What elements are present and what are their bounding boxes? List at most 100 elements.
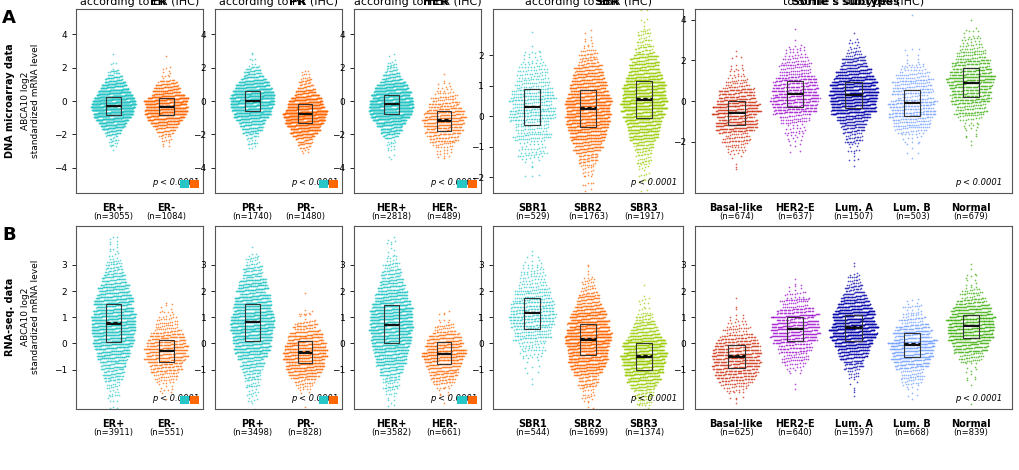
Point xyxy=(862,311,878,318)
Point xyxy=(560,339,577,347)
Point xyxy=(855,321,871,329)
Point xyxy=(380,341,396,349)
Point xyxy=(239,328,256,336)
Point xyxy=(233,87,250,94)
Point xyxy=(849,321,865,329)
Point xyxy=(848,321,864,329)
Point xyxy=(380,309,396,316)
Point xyxy=(386,105,403,112)
Point xyxy=(96,96,112,104)
Point xyxy=(432,325,448,333)
Point xyxy=(949,84,965,91)
Point xyxy=(294,319,311,327)
Point xyxy=(235,118,252,126)
Point xyxy=(387,63,404,70)
Point xyxy=(908,321,924,329)
Point xyxy=(715,139,732,146)
Point xyxy=(381,77,397,85)
Point xyxy=(723,331,740,339)
Point xyxy=(740,350,756,358)
Point xyxy=(746,333,762,341)
Point xyxy=(589,102,605,109)
Point xyxy=(520,95,536,103)
Point xyxy=(386,105,403,112)
Point xyxy=(297,93,313,100)
Point xyxy=(964,299,980,306)
Point xyxy=(391,265,408,273)
Point xyxy=(262,101,278,108)
Point xyxy=(841,128,857,135)
Point xyxy=(955,319,971,327)
Point xyxy=(248,347,264,355)
Point xyxy=(373,94,389,101)
Point xyxy=(598,91,614,98)
Point xyxy=(297,347,313,355)
Point xyxy=(390,108,407,115)
Point xyxy=(833,123,849,130)
Point xyxy=(104,299,120,307)
Point xyxy=(127,101,144,108)
Point xyxy=(623,117,639,124)
Point xyxy=(779,96,795,104)
Point xyxy=(444,323,461,331)
Point xyxy=(239,361,256,368)
Point xyxy=(150,364,166,371)
Point xyxy=(298,118,314,125)
Point xyxy=(393,327,410,335)
Point xyxy=(850,118,866,125)
Point xyxy=(834,332,850,340)
Point xyxy=(232,97,249,104)
Point xyxy=(946,97,962,104)
Point xyxy=(618,365,634,373)
Point xyxy=(249,305,265,313)
Point xyxy=(577,151,593,159)
Point xyxy=(278,113,294,120)
Point xyxy=(645,131,661,138)
Point xyxy=(790,98,806,106)
Point xyxy=(104,115,120,122)
Point xyxy=(966,111,982,118)
Point xyxy=(594,133,610,141)
Point xyxy=(308,126,324,133)
Point xyxy=(559,332,576,340)
Point xyxy=(626,342,642,349)
Point xyxy=(294,109,311,116)
Point xyxy=(853,60,869,68)
Point xyxy=(593,334,609,341)
Point xyxy=(446,126,463,133)
Point xyxy=(175,104,192,111)
Point xyxy=(369,87,385,95)
Point xyxy=(257,294,273,302)
Point xyxy=(369,94,385,102)
Point xyxy=(385,105,401,112)
Point xyxy=(713,348,730,356)
Point xyxy=(97,277,113,285)
Point xyxy=(286,118,303,126)
Point xyxy=(526,99,542,106)
Point xyxy=(964,311,980,319)
Point xyxy=(860,79,876,86)
Point xyxy=(296,124,312,132)
Point xyxy=(970,76,986,84)
Point xyxy=(105,130,121,138)
Point xyxy=(311,327,327,334)
Point xyxy=(310,104,326,111)
Point xyxy=(647,343,663,351)
Point xyxy=(587,375,603,383)
Point xyxy=(902,344,918,352)
Point xyxy=(382,89,398,97)
Point xyxy=(313,107,329,115)
Point xyxy=(99,96,115,104)
Point xyxy=(586,147,602,154)
Point xyxy=(102,345,118,352)
Point xyxy=(585,366,601,373)
Point xyxy=(161,114,177,122)
Point xyxy=(787,118,803,125)
Point xyxy=(589,346,605,354)
Point xyxy=(91,342,107,350)
Point xyxy=(401,323,418,331)
Point xyxy=(236,115,253,123)
Point xyxy=(533,105,549,113)
Point xyxy=(385,108,401,116)
Point xyxy=(237,71,254,78)
